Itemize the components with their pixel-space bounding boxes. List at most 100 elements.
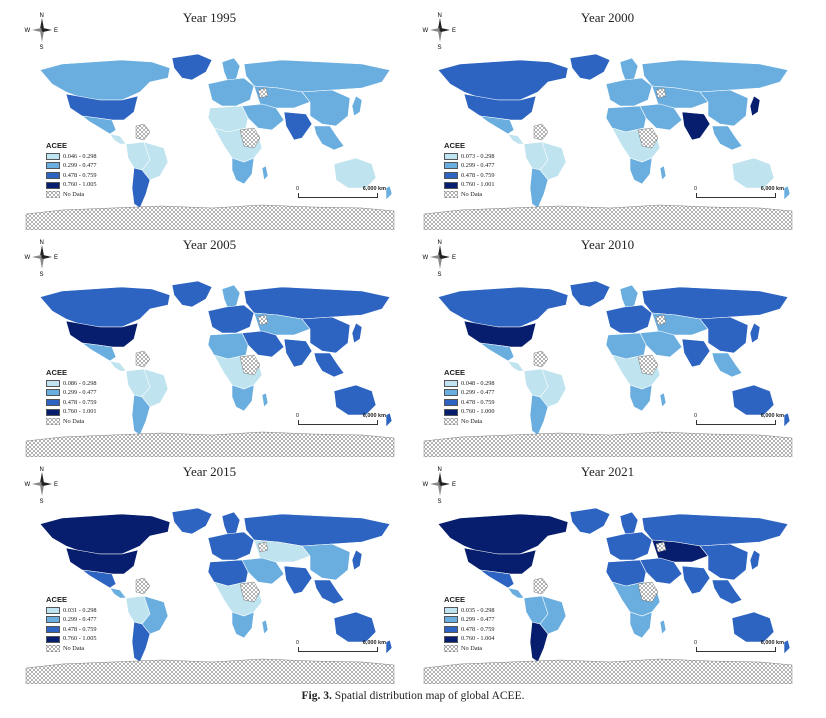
legend-label: 0.478 - 0.759 [63,398,97,406]
compass-w: W [423,28,429,34]
legend-item: 0.048 - 0.298 [444,379,495,389]
legend-label: 0.478 - 0.759 [461,398,495,406]
scale-end: 6,000 km [362,413,386,419]
compass-rose-icon: N S W E [24,464,60,505]
scale-start: 0 [296,640,300,646]
country-region-europe [207,77,255,107]
country-region-centam [507,133,525,145]
legend-item: 0.760 - 1.000 [444,407,495,417]
legend-item-no-data: No Data [444,644,495,654]
country-region-japan [749,549,761,571]
scale-end: 6,000 km [362,640,386,646]
country-region-nz [783,639,791,655]
country-region-scandinavia [221,511,241,537]
legend-swatch [444,626,458,634]
country-region-japan [351,549,363,571]
legend-swatch-hatch [46,645,60,653]
compass-rose-icon: N S W E [422,237,458,278]
map-panel: Year 2000 N S W E ACEE 0.073 - 0.298 0.299 - 0.… [420,8,795,230]
scale-start: 0 [694,640,698,646]
legend-title: ACEE [444,141,466,150]
country-region-argentina [131,167,151,209]
country-region-middleeast [639,330,683,358]
country-region-middleeast [241,557,285,585]
world-map [25,507,395,684]
no-data-region [655,314,667,326]
country-region-japan [749,322,761,344]
legend-swatch [444,399,458,407]
legend-item: 0.299 - 0.477 [46,615,97,625]
country-region-mexico [478,115,515,135]
antarctica-no-data [25,431,395,457]
legend-swatch [46,616,60,624]
country-region-europe [605,531,653,561]
legend-item: 0.031 - 0.298 [46,606,97,616]
country-region-seasia [711,579,743,605]
country-region-argentina [131,394,151,436]
legend-swatch [46,181,60,189]
country-region-japan [351,95,363,117]
country-region-nz [385,412,393,428]
legend-item: 0.035 - 0.298 [444,606,495,616]
country-region-seasia [313,352,345,378]
compass-w: W [423,482,429,488]
country-region-southafrica [231,157,255,185]
country-region-brazil [141,141,169,181]
legend-label: 0.760 - 1.000 [461,408,495,416]
scale-bar-line [298,647,378,652]
country-region-southafrica [231,611,255,639]
legend-swatch [444,635,458,643]
legend-label: No Data [63,190,85,198]
scale-end: 6,000 km [760,640,784,646]
legend-swatch [46,379,60,387]
no-data-region [655,87,667,99]
country-region-greenland [569,280,611,308]
legend-label: 0.086 - 0.298 [63,379,97,387]
country-region-india [681,565,711,595]
country-region-centam [109,587,127,599]
country-region-china [301,89,351,127]
panel-title: Year 1995 [182,10,237,25]
scale-bar: 0 6,000 km [296,413,386,427]
legend-label: 0.760 - 1.005 [63,635,97,643]
compass-s: S [40,45,44,50]
country-region-usa [463,320,537,348]
legend-item: 0.086 - 0.298 [46,379,97,389]
country-region-middleeast [241,330,285,358]
legend-item-no-data: No Data [46,417,97,427]
legend-item-no-data: No Data [444,417,495,427]
no-data-region [135,577,151,595]
world-map [423,53,793,230]
country-region-mexico [80,569,117,589]
country-region-madagascar [659,165,667,181]
country-region-mexico [478,342,515,362]
compass-s: S [438,272,442,277]
country-region-madagascar [659,392,667,408]
figure-caption: Fig. 3. Spatial distribution map of glob… [0,690,826,702]
country-region-southafrica [629,157,653,185]
legend-label: 0.760 - 1.001 [461,181,495,189]
country-region-china [301,316,351,354]
no-data-region [239,581,261,603]
compass-e: E [54,255,58,261]
legend-label: 0.048 - 0.298 [461,379,495,387]
legend-swatch-hatch [444,418,458,426]
legend-item: 0.299 - 0.477 [444,388,495,398]
caption-text: Spatial distribution map of global ACEE. [334,690,525,702]
legend-item: 0.760 - 1.001 [46,407,97,417]
compass-w: W [25,28,31,34]
country-region-argentina [529,621,549,663]
country-region-centam [507,587,525,599]
legend-swatch [444,606,458,614]
no-data-region [637,581,659,603]
compass-e: E [452,28,456,34]
legend-label: 0.035 - 0.298 [461,606,495,614]
legend-item: 0.046 - 0.298 [46,152,97,162]
country-region-australia [731,611,775,643]
legend-item: 0.478 - 0.759 [444,171,495,181]
panel-title: Year 2005 [182,237,237,252]
compass-rose-icon: N S W E [24,10,60,51]
country-region-scandinavia [619,284,639,310]
world-map [423,507,793,684]
legend-item: 0.478 - 0.759 [444,398,495,408]
